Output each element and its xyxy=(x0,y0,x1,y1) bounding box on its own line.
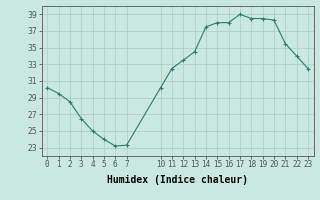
X-axis label: Humidex (Indice chaleur): Humidex (Indice chaleur) xyxy=(107,175,248,185)
